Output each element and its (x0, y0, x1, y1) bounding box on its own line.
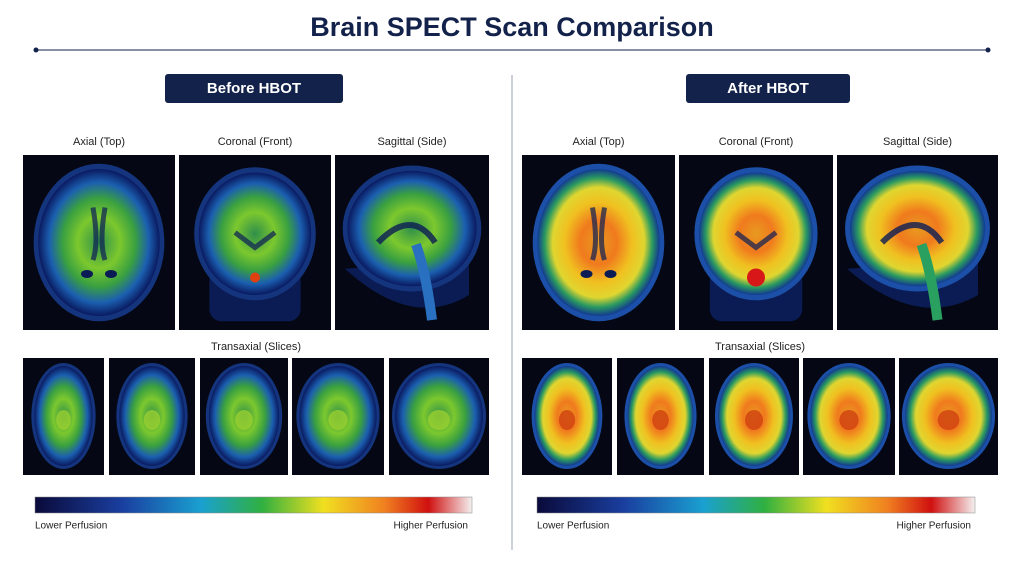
ventricle (604, 270, 617, 278)
brain (198, 172, 312, 295)
slice-core (328, 410, 348, 430)
view-label: Axial (Top) (73, 136, 125, 148)
view-label: Sagittal (Side) (883, 136, 952, 148)
ventricle (90, 207, 108, 261)
view-label: Coronal (Front) (218, 136, 293, 148)
title: Brain SPECT Scan Comparison (310, 12, 714, 42)
slice-core (235, 410, 253, 430)
corpus (879, 222, 945, 245)
brain (537, 169, 660, 316)
rule-dot (33, 47, 39, 53)
scale-low-label: Lower Perfusion (537, 521, 609, 532)
slice-core (428, 410, 450, 430)
panel-heading: Before HBOT (207, 80, 301, 97)
slice-core (652, 410, 669, 430)
brain (849, 170, 986, 287)
panel-heading: After HBOT (727, 80, 809, 97)
scale-low-label: Lower Perfusion (35, 521, 107, 532)
color-scale (536, 496, 976, 514)
brainstem (411, 242, 437, 321)
scale-high-label: Higher Perfusion (897, 521, 971, 532)
ventricle (81, 270, 93, 278)
slices-label: Transaxial (Slices) (715, 341, 805, 353)
ventricle (105, 270, 117, 278)
brain (699, 172, 813, 295)
brain (38, 169, 160, 316)
view-label: Axial (Top) (573, 136, 625, 148)
view-label: Coronal (Front) (719, 136, 794, 148)
slice-core (56, 410, 71, 430)
panel-heading-pill (165, 74, 343, 103)
view-label: Sagittal (Side) (377, 136, 446, 148)
slice-core (558, 410, 576, 430)
slice-core (143, 410, 161, 430)
rule-dot (985, 47, 991, 53)
hotspot (747, 268, 765, 287)
corpus (375, 222, 438, 245)
panel-heading-pill (686, 74, 850, 103)
scale-high-label: Higher Perfusion (394, 521, 468, 532)
slices-label: Transaxial (Slices) (211, 341, 301, 353)
slice-core (839, 410, 859, 430)
hotspot (250, 272, 260, 283)
ventricle (580, 270, 593, 278)
slice-core (937, 410, 960, 430)
color-scale (34, 496, 473, 514)
ventricle (590, 207, 607, 261)
slice-core (745, 410, 763, 430)
brainstem (916, 242, 943, 321)
brain (347, 170, 477, 287)
ventricle (734, 230, 778, 251)
ventricle (233, 230, 277, 251)
